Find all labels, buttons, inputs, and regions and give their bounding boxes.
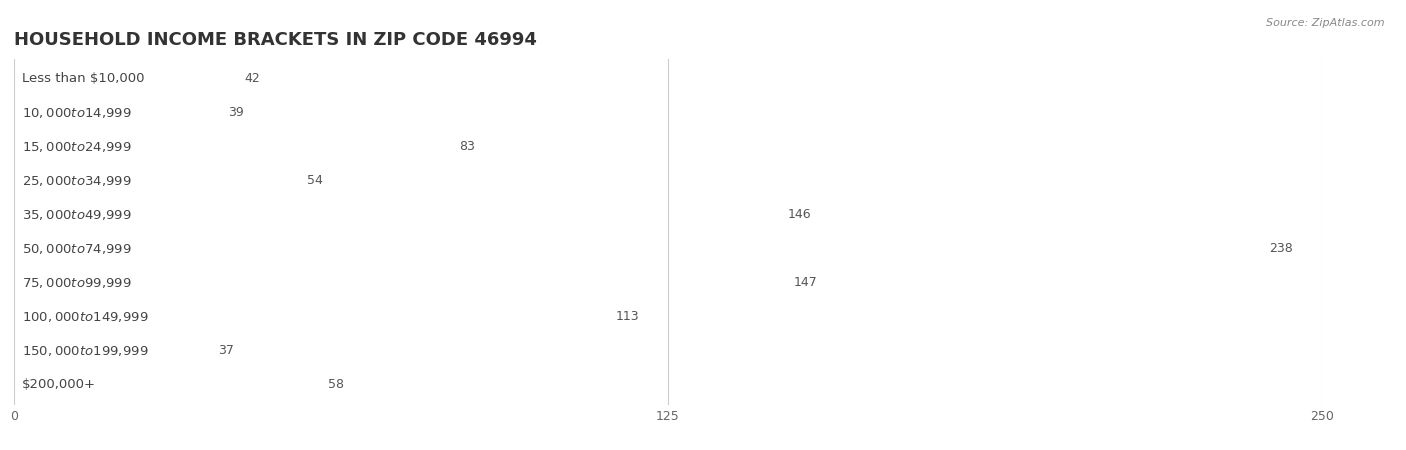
Text: $150,000 to $199,999: $150,000 to $199,999 [22,344,149,358]
Text: Source: ZipAtlas.com: Source: ZipAtlas.com [1267,18,1385,28]
Text: 37: 37 [218,344,233,357]
Text: $35,000 to $49,999: $35,000 to $49,999 [22,208,132,222]
Text: 42: 42 [245,72,260,86]
Text: 58: 58 [328,378,344,391]
Text: $50,000 to $74,999: $50,000 to $74,999 [22,242,132,256]
Text: $25,000 to $34,999: $25,000 to $34,999 [22,174,132,188]
Text: 238: 238 [1270,242,1294,255]
Text: 146: 146 [789,208,811,221]
Text: $10,000 to $14,999: $10,000 to $14,999 [22,106,132,120]
Text: $75,000 to $99,999: $75,000 to $99,999 [22,276,132,290]
Text: $200,000+: $200,000+ [22,378,96,391]
Text: 147: 147 [793,276,817,289]
Text: 113: 113 [616,310,640,323]
Text: $100,000 to $149,999: $100,000 to $149,999 [22,310,149,324]
Text: $15,000 to $24,999: $15,000 to $24,999 [22,140,132,154]
Text: 39: 39 [229,106,245,119]
Text: HOUSEHOLD INCOME BRACKETS IN ZIP CODE 46994: HOUSEHOLD INCOME BRACKETS IN ZIP CODE 46… [14,31,537,49]
Text: 83: 83 [458,140,474,153]
Text: Less than $10,000: Less than $10,000 [22,72,145,86]
Text: 54: 54 [307,174,323,187]
